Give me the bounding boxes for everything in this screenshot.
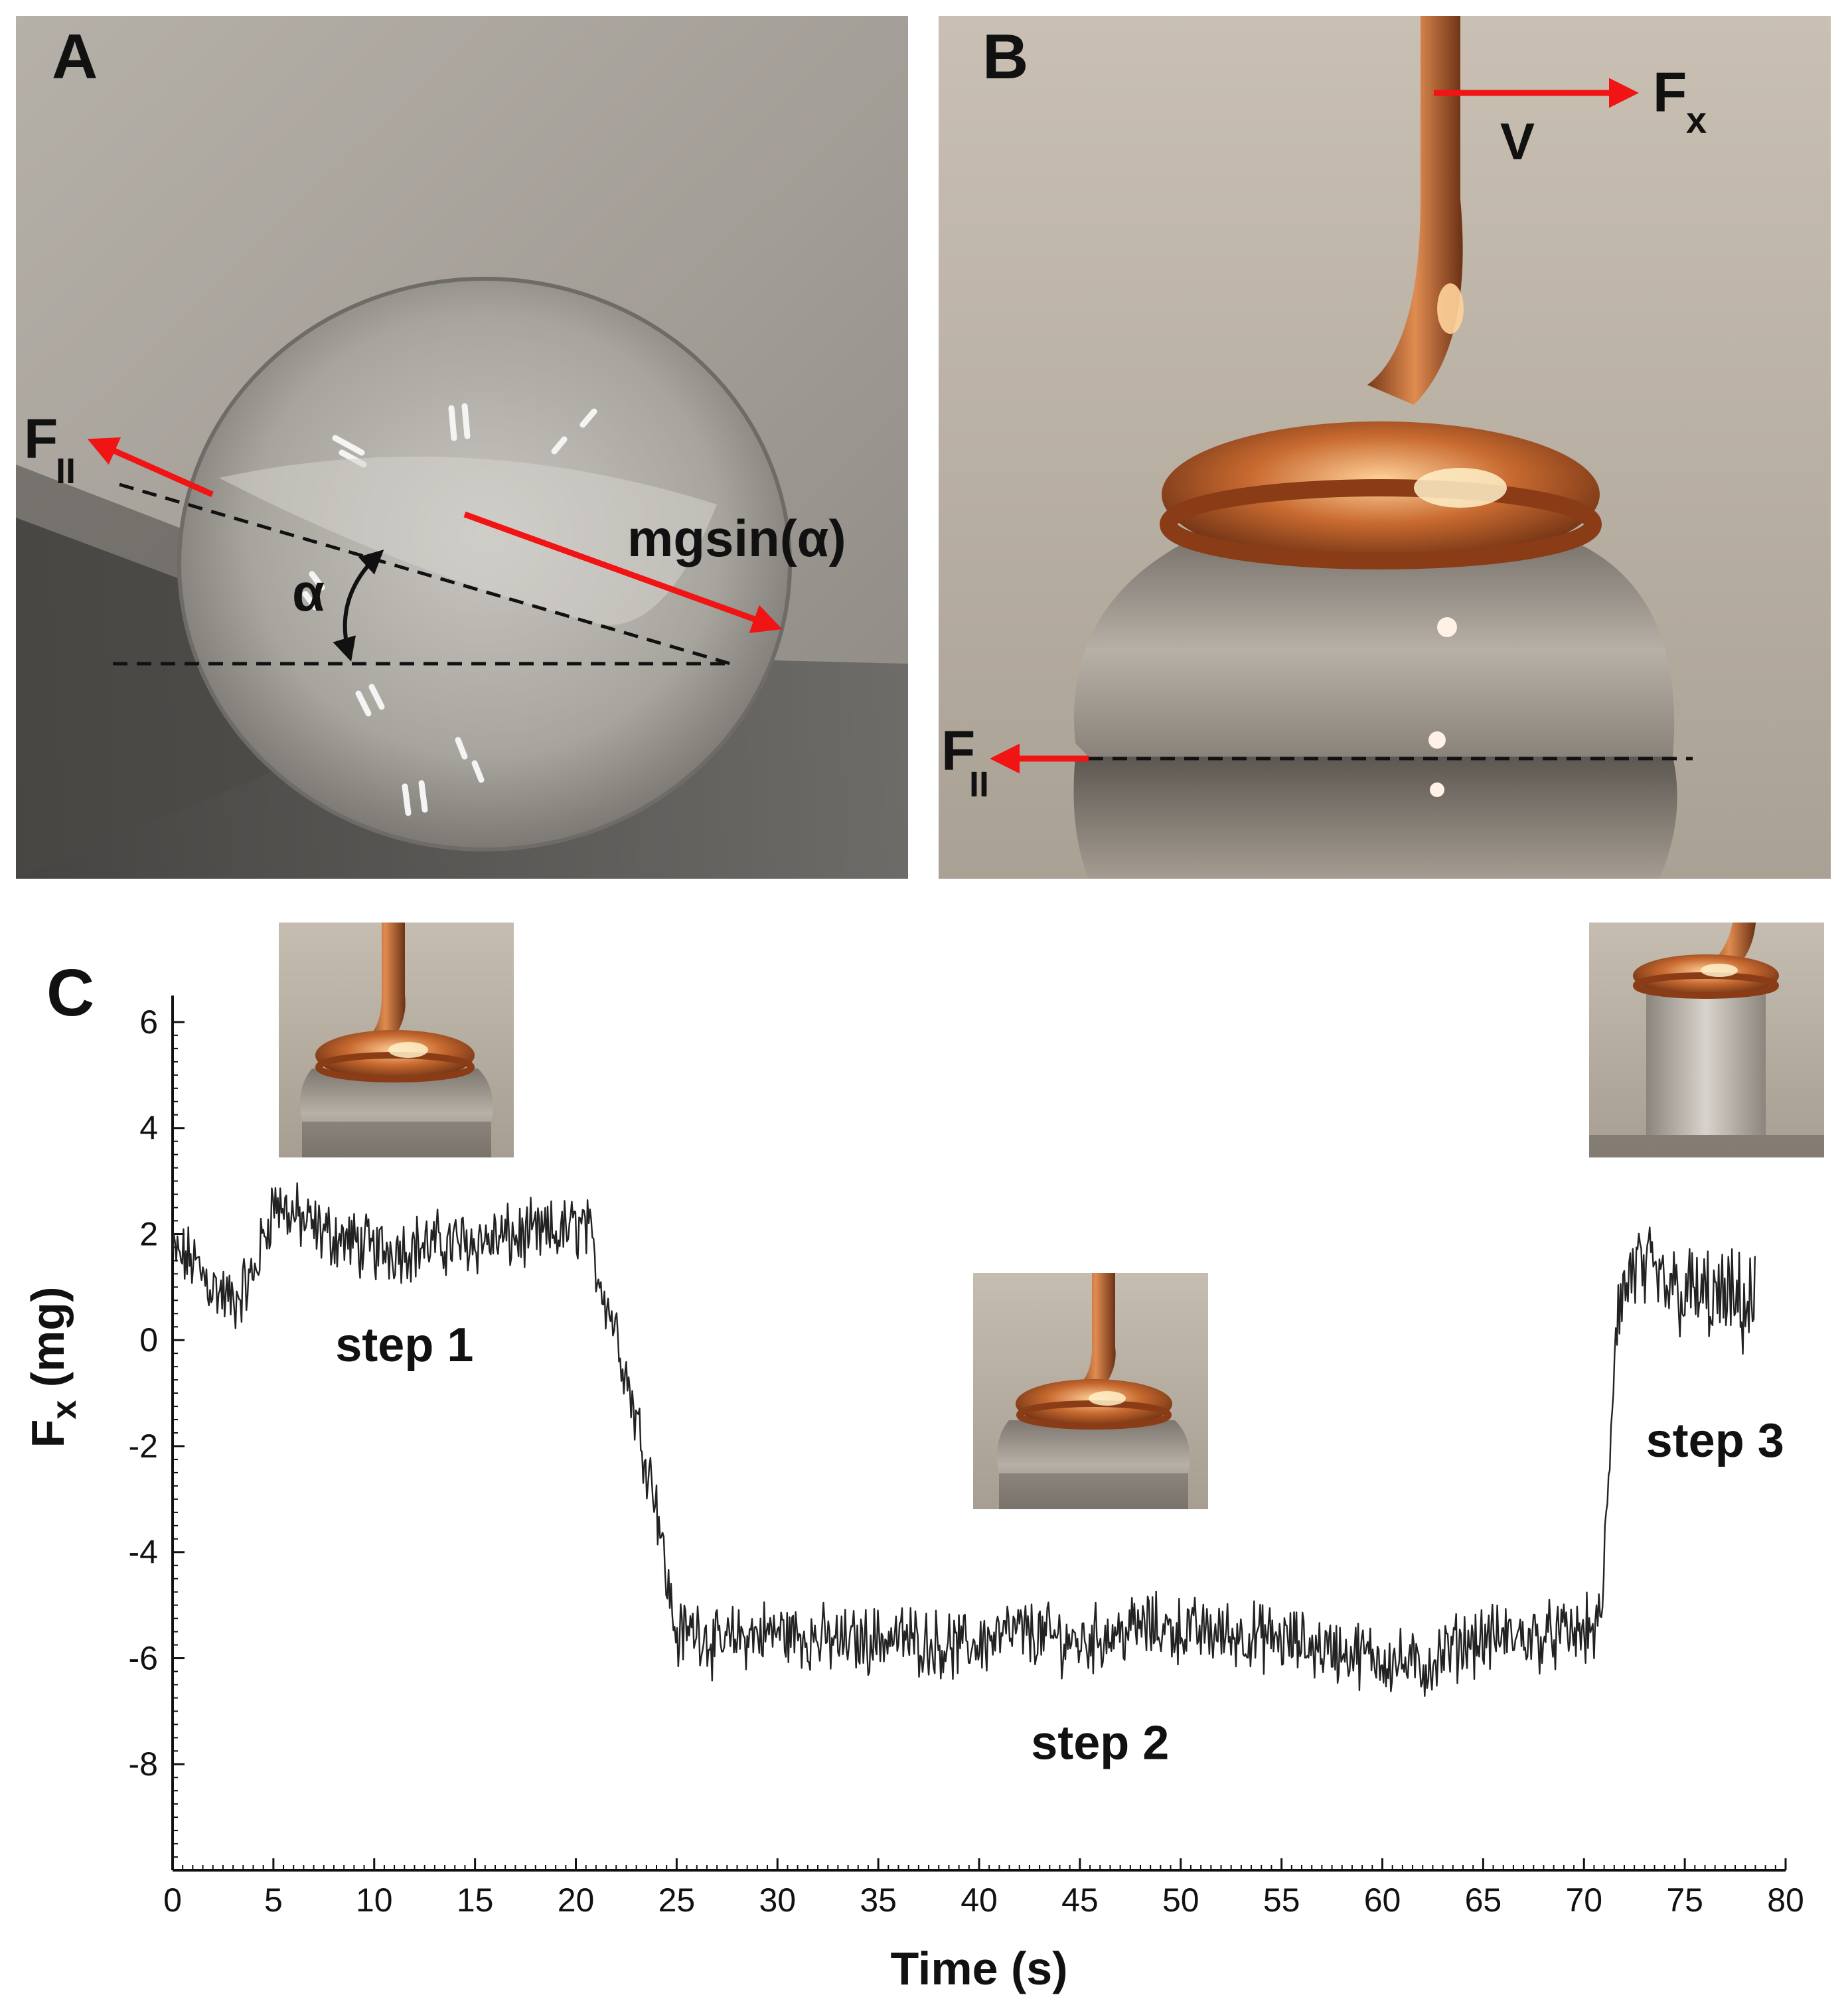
x-tick-label: 80 (1767, 1882, 1804, 1919)
x-tick-label: 5 (264, 1882, 283, 1919)
panel-a-mgsin-label: mgsin(α) (627, 509, 846, 567)
x-tick-label: 30 (759, 1882, 796, 1919)
x-tick-label: 0 (163, 1882, 182, 1919)
y-axis-title-main: F (22, 1420, 74, 1448)
x-tick-label: 20 (558, 1882, 595, 1919)
x-tick-label: 55 (1263, 1882, 1300, 1919)
chart-plot-area: 0 5 10 15 20 25 30 35 40 45 50 55 60 65 70 75 806420-2-4… (22, 996, 1804, 1994)
droplet-b-glint-3 (1430, 782, 1444, 797)
x-tick-label: 15 (457, 1882, 494, 1919)
panel-b-fx-subscript: x (1686, 99, 1707, 141)
panel-a-letter: A (52, 21, 98, 92)
x-tick-label: 45 (1061, 1882, 1099, 1919)
panel-c-letter: C (46, 956, 94, 1030)
droplet-b-glint-1 (1437, 617, 1457, 637)
panel-b-letter: B (982, 21, 1028, 92)
panel-b-fx-label: F (1653, 61, 1687, 123)
inset-step-1 (279, 923, 514, 1157)
x-tick-label: 25 (658, 1882, 696, 1919)
chart-trace-group: step 1 step 2 step 3 (171, 1182, 1784, 1769)
x-tick-label: 10 (356, 1882, 393, 1919)
y-tick-label: 2 (139, 1215, 158, 1252)
y-tick-label: 4 (139, 1110, 158, 1147)
incline-line (119, 482, 731, 666)
y-tick-label: -2 (129, 1428, 158, 1465)
step-label-2: step 2 (1031, 1716, 1169, 1769)
droplet-bright-zone (219, 457, 717, 625)
y-axis-title-unit: (mg) (22, 1287, 74, 1400)
x-tick-label: 70 (1565, 1882, 1602, 1919)
panel-b-v-label: V (1500, 112, 1535, 171)
panel-b-f-label: F (941, 719, 975, 782)
y-tick-label: 6 (139, 1003, 158, 1041)
panel-a-f-subscript: II (56, 451, 76, 491)
x-tick-label: 50 (1162, 1882, 1199, 1919)
inset-step-3 (1589, 923, 1824, 1157)
f-parallel-arrow (87, 437, 214, 498)
panel-a-alpha-label: α (292, 563, 325, 622)
y-tick-label: 0 (139, 1321, 158, 1359)
copper-ring-edge (1160, 479, 1602, 569)
droplet-b (1074, 544, 1675, 757)
mgsin-arrow (463, 511, 783, 633)
wire-highlight (1437, 283, 1464, 334)
droplet-b-reflection (1073, 757, 1677, 879)
inset-step-2 (973, 1273, 1208, 1509)
x-tick-label: 75 (1666, 1882, 1703, 1919)
x-axis-title: Time (s) (890, 1943, 1067, 1994)
x-tick-label: 35 (860, 1882, 897, 1919)
x-tick-label: 40 (961, 1882, 998, 1919)
y-tick-label: -4 (129, 1534, 158, 1571)
panel-a-f-label: F (24, 407, 58, 470)
step-label-3: step 3 (1646, 1414, 1784, 1467)
panel-c: C 0 5 10 15 20 25 30 35 40 45 50 55 60 65 70 75 806420-2… (22, 923, 1824, 1994)
panel-b-f-subscript: II (969, 765, 989, 804)
step-label-1: step 1 (335, 1319, 473, 1372)
panel-a: A F II mgsin(α) α (16, 16, 908, 879)
y-axis-title: Fx (mg) (22, 1287, 84, 1448)
angle-arc (333, 550, 384, 662)
x-tick-label: 60 (1364, 1882, 1401, 1919)
x-tick-label: 65 (1465, 1882, 1502, 1919)
droplet-highlights (302, 403, 597, 816)
panel-b: B F x V F II (939, 16, 1831, 879)
droplet-b-glint-2 (1428, 731, 1446, 749)
series-fx-line (171, 1182, 1756, 1697)
y-axis-title-subscript: x (45, 1400, 84, 1420)
y-tick-label: -6 (129, 1639, 158, 1676)
y-tick-label: -8 (129, 1745, 158, 1783)
ring-highlight (1414, 468, 1507, 508)
